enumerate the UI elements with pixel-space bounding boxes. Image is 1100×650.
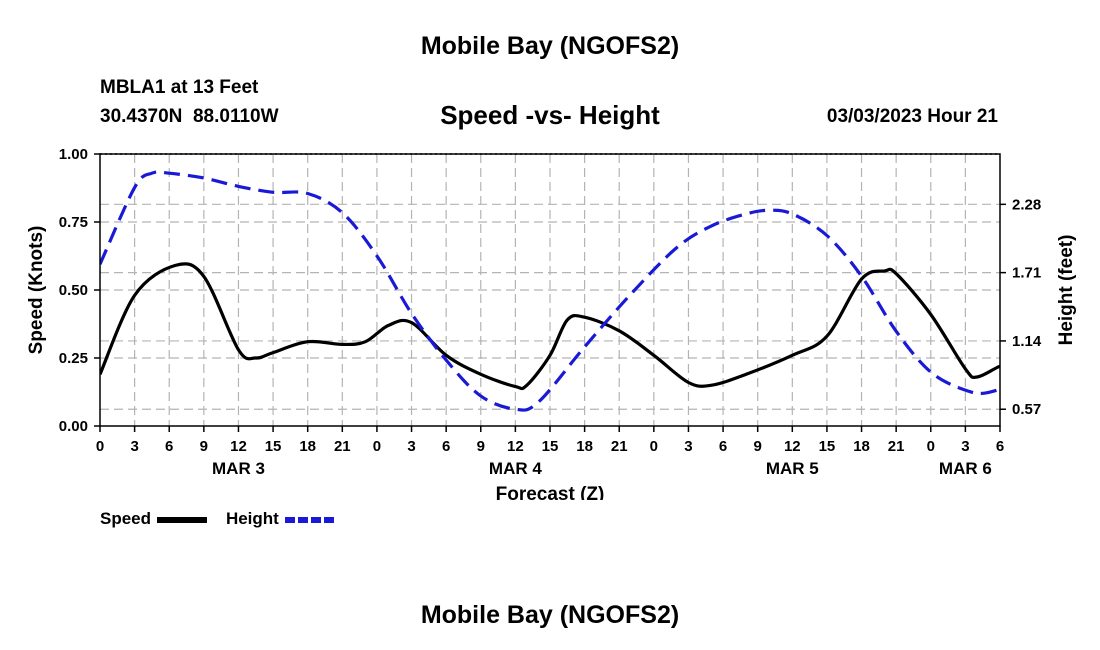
x-tick-label: 15 [542,438,559,455]
x-tick-label: 6 [442,438,450,455]
x-tick-label: 0 [373,438,381,455]
x-tick-label: 3 [130,438,138,455]
x-tick-label: 15 [819,438,836,455]
axes: 0 3 6 9 12 15 18 21 0 3 6 9 12 15 18 21 0 3 6 9 12 15 18 21 0 3 6M… [59,146,1042,478]
y2-tick-label: 0.57 [1012,401,1041,418]
station-label: MBLA1 at 13 Feet [100,77,259,98]
x-tick-label: 18 [576,438,593,455]
y2-tick-label: 1.14 [1012,333,1042,350]
y-tick-label: 0.25 [59,350,88,367]
x-tick-label: 6 [719,438,727,455]
x-tick-label: 12 [507,438,524,455]
timestamp-label: 03/03/2023 Hour 21 [826,106,998,127]
y-tick-label: 0.50 [59,282,88,299]
footer-title: Mobile Bay (NGOFS2) [420,601,680,629]
x-tick-label: 12 [784,438,801,455]
x-tick-label: 21 [611,438,628,455]
x-tick-label: 6 [996,438,1004,455]
x-tick-label: 0 [927,438,935,455]
y-tick-label: 0.75 [59,214,88,231]
x-tick-label: 9 [477,438,485,455]
x-tick-label: 12 [230,438,247,455]
date-label: MAR 3 [212,459,265,478]
x-tick-label: 21 [888,438,905,455]
x-axis-label: Forecast (Z) [496,484,605,500]
legend-speed-swatch [157,516,208,523]
date-label: MAR 5 [766,459,819,478]
legend: Speed Height [100,509,337,529]
y-tick-label: 0.00 [59,418,88,435]
legend-speed-label: Speed [100,509,152,528]
x-tick-label: 3 [961,438,969,455]
x-tick-label: 15 [265,438,282,455]
grid [100,153,1000,426]
x-tick-label: 9 [200,438,208,455]
x-tick-label: 18 [299,438,316,455]
x-tick-label: 9 [754,438,762,455]
series-line-height [100,170,1000,412]
x-tick-label: 6 [165,438,173,455]
x-tick-label: 21 [334,438,351,455]
date-label: MAR 6 [939,459,992,478]
y2-tick-label: 2.28 [1012,196,1041,213]
chart-subtitle: Speed -vs- Height [440,100,660,130]
y-axis-label: Speed (Knots) [26,226,47,355]
x-tick-label: 0 [650,438,658,455]
y2-tick-label: 1.71 [1012,265,1041,282]
x-tick-label: 3 [407,438,415,455]
x-tick-label: 0 [96,438,104,455]
x-tick-label: 18 [853,438,870,455]
coordinates-label: 30.4370N 88.0110W [100,106,279,127]
speed-height-chart: 0 3 6 9 12 15 18 21 0 3 6 9 12 15 18 21 0 3 6 9 12 15 18 21 0 3 6M… [26,146,1077,500]
y2-axis-label: Height (feet) [1056,235,1077,346]
y-tick-label: 1.00 [59,146,88,163]
legend-height-swatch [285,516,336,523]
series-line-speed [100,262,1000,391]
chart-title: Mobile Bay (NGOFS2) [420,32,680,60]
date-label: MAR 4 [489,459,542,478]
x-tick-label: 3 [684,438,692,455]
legend-height-label: Height [225,509,279,528]
series-layer [100,170,1000,412]
